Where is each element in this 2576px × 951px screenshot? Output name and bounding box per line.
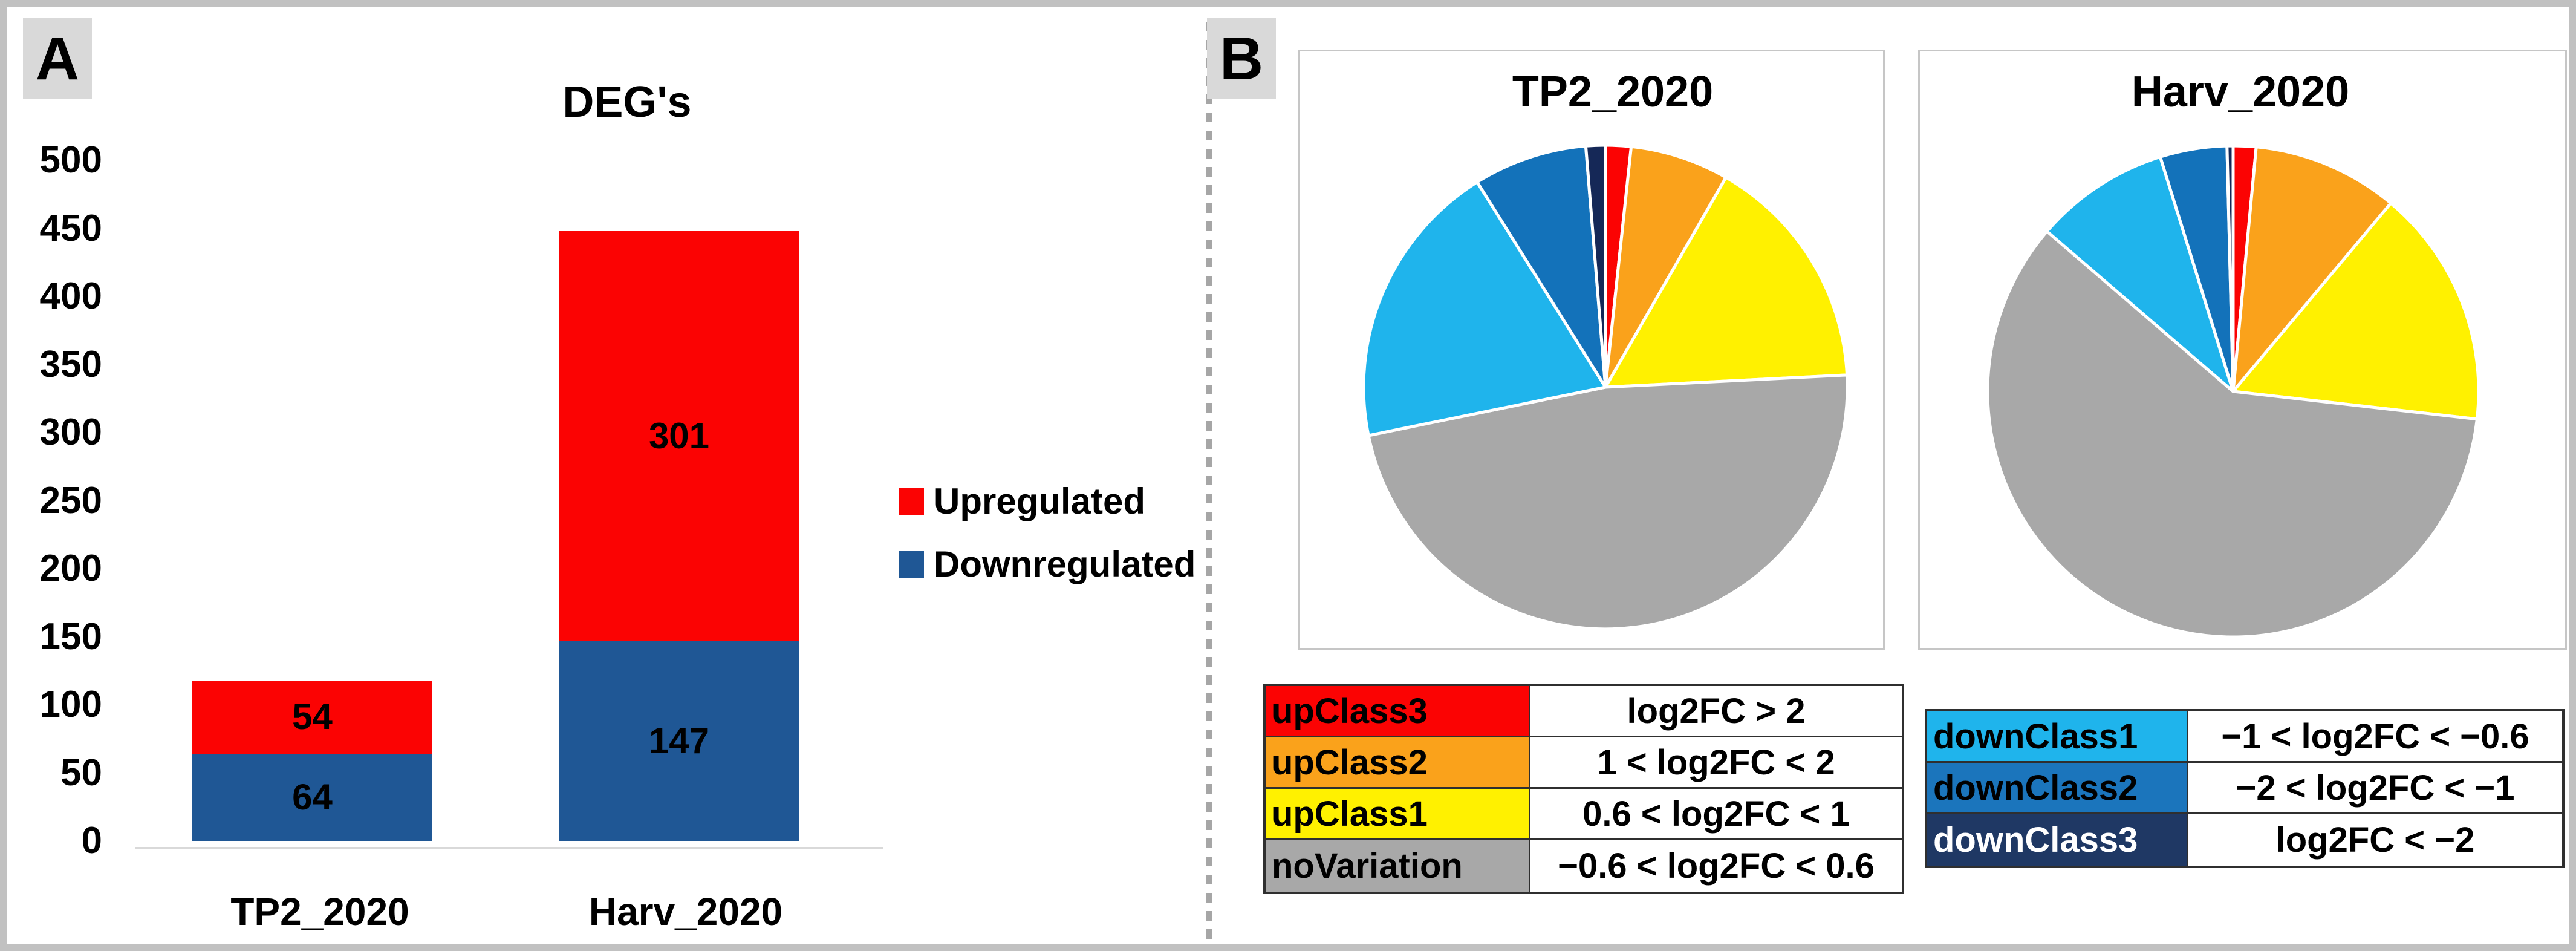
panel-a-label: A (35, 24, 80, 93)
x-axis-label-tp2: TP2_2020 (230, 890, 409, 933)
bar-value-Harv_2020-downregulated: 147 (648, 720, 710, 761)
pie-tp2_2020-slice-upClass1 (1604, 175, 1849, 389)
class-name-cell-upClass3: upClass3 (1266, 686, 1530, 736)
bar-chart-title: DEG's (562, 78, 692, 126)
table-row-downClass3: downClass3 log2FC < −2 (1927, 814, 2562, 866)
y-axis-tick-350: 350 (39, 343, 102, 385)
pie-title-tp2: TP2_2020 (1512, 68, 1714, 116)
legend-label-upregulated: Upregulated (934, 481, 1146, 521)
y-axis-tick-50: 50 (60, 751, 102, 794)
panel-a-label-box: A (23, 18, 92, 99)
class-range-cell-upClass2: 1 < log2FC < 2 (1530, 737, 1902, 787)
class-range-cell-upClass3: log2FC > 2 (1530, 686, 1902, 736)
panel-divider-dashed-line (1206, 22, 1212, 944)
pie-title-harv: Harv_2020 (2131, 68, 2350, 116)
table-row-noVariation: noVariation −0.6 < log2FC < 0.6 (1266, 840, 1902, 892)
y-axis-tick-200: 200 (39, 547, 102, 589)
pie-tp2_2020-slice-noVariation (1367, 373, 1849, 631)
pie-harv_2020-slice-downClass3 (2225, 144, 2235, 393)
class-range-cell-downClass3: log2FC < −2 (2188, 814, 2562, 866)
y-axis-tick-450: 450 (39, 207, 102, 249)
legend-swatch-upregulated (899, 488, 924, 515)
class-name-cell-downClass2: downClass2 (1927, 763, 2188, 812)
y-axis-tick-100: 100 (39, 684, 102, 725)
y-axis-tick-500: 500 (39, 139, 102, 181)
panel-b-label-box: B (1207, 18, 1276, 99)
bar-Harv_2020-downregulated (559, 641, 799, 841)
pie-harv_2020-slice-upClass2 (2231, 145, 2393, 393)
class-name-cell-upClass2: upClass2 (1266, 737, 1530, 787)
legend-table-upclasses: upClass3 log2FC > 2 upClass2 1 < log2FC < 2… (1263, 684, 1904, 894)
pie-harv_2020-slice-upClass1 (2231, 201, 2480, 421)
table-row-downClass2: downClass2 −2 < log2FC < −1 (1927, 763, 2562, 814)
class-range-cell-downClass1: −1 < log2FC < −0.6 (2188, 711, 2562, 761)
y-axis-tick-0: 0 (81, 820, 102, 861)
y-axis-tick-300: 300 (39, 411, 102, 453)
class-name-cell-downClass1: downClass1 (1927, 711, 2188, 761)
x-axis-line (135, 847, 883, 849)
pie-tp2_2020-slice-downClass3 (1584, 143, 1607, 389)
pie-harv_2020-slice-noVariation (1986, 229, 2479, 639)
bar-value-TP2_2020-downregulated: 64 (292, 777, 333, 817)
bar-TP2_2020-upregulated (192, 680, 432, 754)
class-name-cell-downClass3: downClass3 (1927, 814, 2188, 866)
x-axis-label-harv: Harv_2020 (588, 890, 783, 933)
class-range-cell-downClass2: −2 < log2FC < −1 (2188, 763, 2562, 812)
bar-value-Harv_2020-upregulated: 301 (648, 415, 710, 456)
pie-charts-svg (1362, 143, 2480, 639)
bar-Harv_2020-upregulated (559, 231, 799, 641)
pie-tp2_2020-slice-downClass2 (1475, 144, 1607, 389)
pie-tp2_2020-slice-downClass1 (1362, 180, 1607, 437)
legend-table-downclasses: downClass1 −1 < log2FC < −0.6 downClass2 −2… (1925, 709, 2565, 868)
legend-label-downregulated: Downregulated (934, 544, 1196, 584)
pie-tp2_2020-slice-upClass2 (1604, 145, 1728, 389)
class-name-cell-noVariation: noVariation (1266, 840, 1530, 892)
y-axis-tick-250: 250 (39, 479, 102, 521)
panel-b-label: B (1219, 24, 1264, 93)
y-axis-tick-400: 400 (39, 275, 102, 317)
table-row-upClass2: upClass2 1 < log2FC < 2 (1266, 737, 1902, 789)
pie-harv_2020-slice-downClass1 (2045, 155, 2235, 393)
table-row-downClass1: downClass1 −1 < log2FC < −0.6 (1927, 711, 2562, 763)
legend-swatch-downregulated (899, 551, 924, 578)
class-range-cell-upClass1: 0.6 < log2FC < 1 (1530, 789, 1902, 838)
table-row-upClass1: upClass1 0.6 < log2FC < 1 (1266, 789, 1902, 840)
class-name-cell-upClass1: upClass1 (1266, 789, 1530, 838)
class-range-cell-noVariation: −0.6 < log2FC < 0.6 (1530, 840, 1902, 892)
y-axis-tick-150: 150 (39, 615, 102, 658)
table-row-upClass3: upClass3 log2FC > 2 (1266, 686, 1902, 737)
bar-value-TP2_2020-upregulated: 54 (292, 696, 333, 737)
bar-TP2_2020-downregulated (192, 754, 432, 841)
